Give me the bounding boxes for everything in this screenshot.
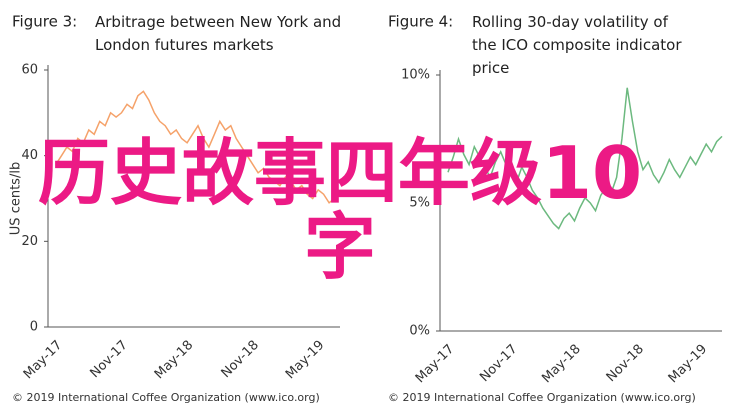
y-axis-label: US cents/lb bbox=[9, 162, 24, 235]
x-tick-label: May-18 bbox=[539, 342, 583, 386]
figure-label: Figure 4: bbox=[388, 13, 453, 31]
y-tick-label: 0% bbox=[409, 324, 430, 339]
x-tick-label: Nov-18 bbox=[219, 338, 262, 381]
y-tick-label: 40 bbox=[21, 148, 38, 163]
x-tick-label: May-17 bbox=[413, 342, 457, 386]
chart-title: Arbitrage between New York and London fut… bbox=[95, 13, 341, 54]
x-tick-label: May-18 bbox=[152, 338, 196, 382]
line bbox=[55, 90, 341, 204]
overlay-text: 历史故事四年级10字 bbox=[37, 131, 643, 289]
x-tick-label: Nov-17 bbox=[477, 342, 520, 385]
y-tick-label: 0 bbox=[30, 320, 38, 335]
x-tick-label: May-19 bbox=[666, 342, 710, 386]
y-tick-label: 5% bbox=[409, 196, 430, 211]
source: © 2019 International Coffee Organization… bbox=[388, 391, 696, 404]
y-tick-label: 60 bbox=[21, 63, 38, 78]
figure-label: Figure 3: bbox=[12, 13, 77, 31]
y-tick-label: 10% bbox=[401, 68, 430, 83]
chart-title: Rolling 30-day volatility of the ICO comp… bbox=[472, 13, 682, 77]
x-tick-label: Nov-18 bbox=[604, 342, 647, 385]
x-tick-label: May-17 bbox=[21, 338, 65, 382]
x-tick-label: May-19 bbox=[283, 338, 327, 382]
source: © 2019 International Coffee Organization… bbox=[12, 391, 320, 404]
x-tick-label: Nov-17 bbox=[88, 338, 131, 381]
line bbox=[447, 87, 723, 230]
y-tick-label: 20 bbox=[21, 234, 38, 249]
